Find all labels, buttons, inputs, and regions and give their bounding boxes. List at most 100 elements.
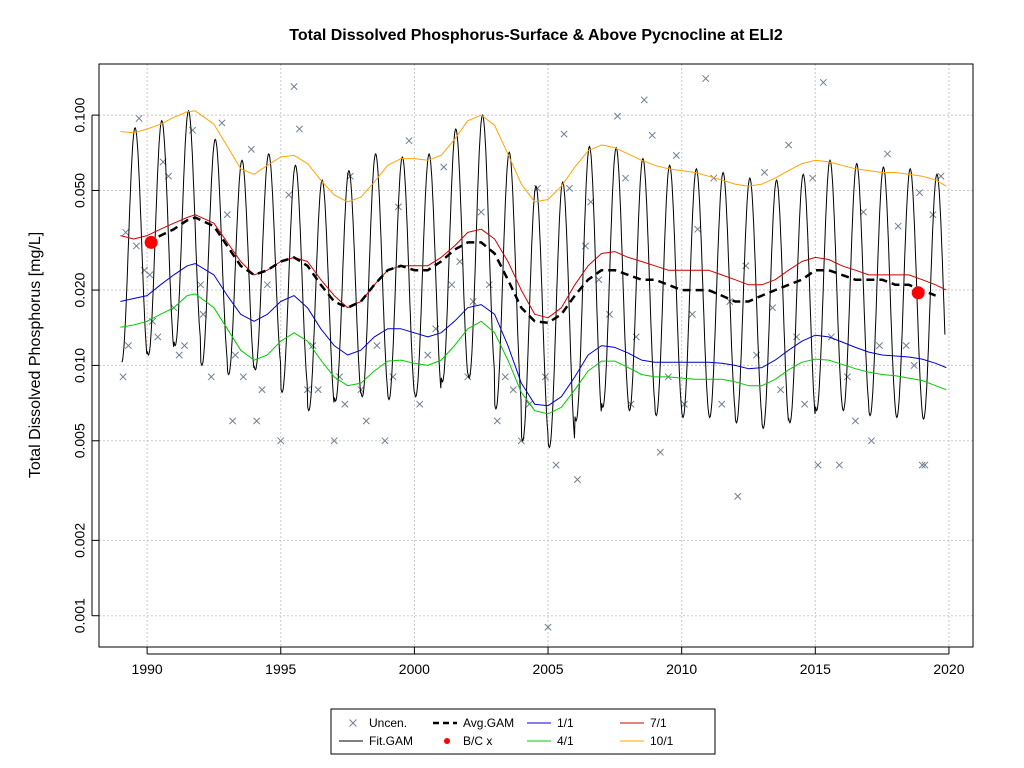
legend-label: Avg.GAM <box>463 716 514 730</box>
uncen-point <box>485 281 493 289</box>
uncen-point <box>330 437 338 445</box>
uncen-point <box>688 310 696 318</box>
uncen-point <box>469 297 477 306</box>
uncen-point <box>218 119 226 127</box>
uncen-point <box>918 461 926 469</box>
uncen-point <box>702 74 710 83</box>
uncen-point <box>341 400 349 408</box>
uncen-point <box>851 417 859 425</box>
uncen-point <box>373 342 381 350</box>
legend-symbol <box>349 719 357 727</box>
legend-label: Fit.GAM <box>369 734 413 748</box>
uncen-point <box>937 172 945 180</box>
series-10-1-line <box>120 110 947 203</box>
legend-label: Uncen. <box>369 716 407 730</box>
uncen-point <box>285 191 293 199</box>
uncen-point <box>263 281 271 289</box>
uncen-point <box>814 461 822 469</box>
legend-label: 7/1 <box>650 716 667 730</box>
legend-label: 4/1 <box>557 734 574 748</box>
legend-item-s41: 4/1 <box>527 734 574 748</box>
uncen-point <box>509 386 517 394</box>
uncen-point <box>835 461 843 469</box>
y-axis-label: Total Dissolved Phosphorus [mg/L] <box>27 232 44 478</box>
chart-title: Total Dissolved Phosphorus-Surface & Abo… <box>289 27 783 44</box>
uncen-point <box>560 130 568 138</box>
uncen-point <box>247 145 255 153</box>
uncen-point <box>132 242 140 250</box>
legend-item-uncen: Uncen. <box>349 716 407 730</box>
uncen-point <box>621 174 630 182</box>
uncen-point <box>175 351 183 359</box>
uncen-point <box>148 317 157 325</box>
uncen-point <box>122 228 130 236</box>
uncen-point <box>290 83 298 91</box>
uncen-point <box>119 373 127 381</box>
x-tick-label: 2020 <box>933 661 964 677</box>
x-tick-label: 2005 <box>532 661 563 677</box>
uncen-point <box>875 342 884 350</box>
uncen-point <box>819 78 827 87</box>
uncen-point <box>229 417 237 425</box>
uncen-point <box>231 351 239 359</box>
uncen-point <box>309 342 317 350</box>
y-tick-label: 0.020 <box>72 272 88 307</box>
uncen-point <box>718 400 726 408</box>
uncen-point <box>921 461 929 469</box>
uncen-point <box>760 168 769 177</box>
bc-point <box>911 286 925 300</box>
fit-gam-line <box>121 109 946 449</box>
uncen-point <box>416 400 424 408</box>
uncen-point <box>656 448 664 456</box>
uncen-point <box>440 163 448 171</box>
uncen-point <box>295 125 304 133</box>
uncen-point <box>207 373 215 381</box>
uncen-point <box>448 281 456 289</box>
uncen-point <box>135 114 143 122</box>
uncen-point <box>910 361 918 369</box>
uncen-point <box>581 242 589 250</box>
avg-gam-line <box>146 216 937 325</box>
uncen-point <box>777 386 785 394</box>
uncen-point <box>785 141 793 149</box>
uncen-point <box>197 281 205 289</box>
uncen-point <box>672 151 680 159</box>
uncen-point <box>456 257 464 266</box>
legend-item-s101: 10/1 <box>620 734 674 748</box>
legend-label: B/C x <box>463 734 492 748</box>
uncen-point <box>362 417 370 425</box>
uncen-point <box>146 271 154 279</box>
plot-frame <box>98 63 974 648</box>
uncen-point <box>605 310 614 318</box>
y-tick-label: 0.002 <box>72 523 88 558</box>
legend: Uncen. Avg.GAM 1/1 7/1 Fit.GAM B/C x 4/1 10/1 <box>330 708 716 755</box>
series-1-1-line <box>120 263 947 407</box>
legend-symbol <box>444 738 450 744</box>
y-tick-label: 0.005 <box>72 423 88 458</box>
uncen-point <box>680 400 688 408</box>
legend-item-s71: 7/1 <box>620 716 667 730</box>
uncen-point <box>915 189 924 197</box>
legend-item-avg: Avg.GAM <box>433 716 514 730</box>
x-tick-label: 1995 <box>265 661 296 677</box>
uncen-point <box>381 437 389 445</box>
y-tick-label: 0.050 <box>72 173 88 208</box>
uncen-point <box>405 137 413 145</box>
uncen-point <box>188 126 197 134</box>
legend-label: 1/1 <box>557 716 574 730</box>
uncen-point <box>640 96 648 104</box>
uncen-point <box>544 623 552 631</box>
uncen-point <box>734 492 742 500</box>
x-tick-label: 2015 <box>800 661 831 677</box>
uncen-point <box>199 310 207 318</box>
x-tick-label: 2000 <box>399 661 430 677</box>
series-lines <box>120 109 947 449</box>
uncen-point <box>477 208 485 216</box>
uncen-point <box>314 386 322 394</box>
uncen-point <box>154 333 162 341</box>
uncen-point <box>613 112 622 120</box>
uncen-point <box>501 373 509 381</box>
uncen-point <box>793 333 801 341</box>
uncen-point <box>902 342 910 350</box>
